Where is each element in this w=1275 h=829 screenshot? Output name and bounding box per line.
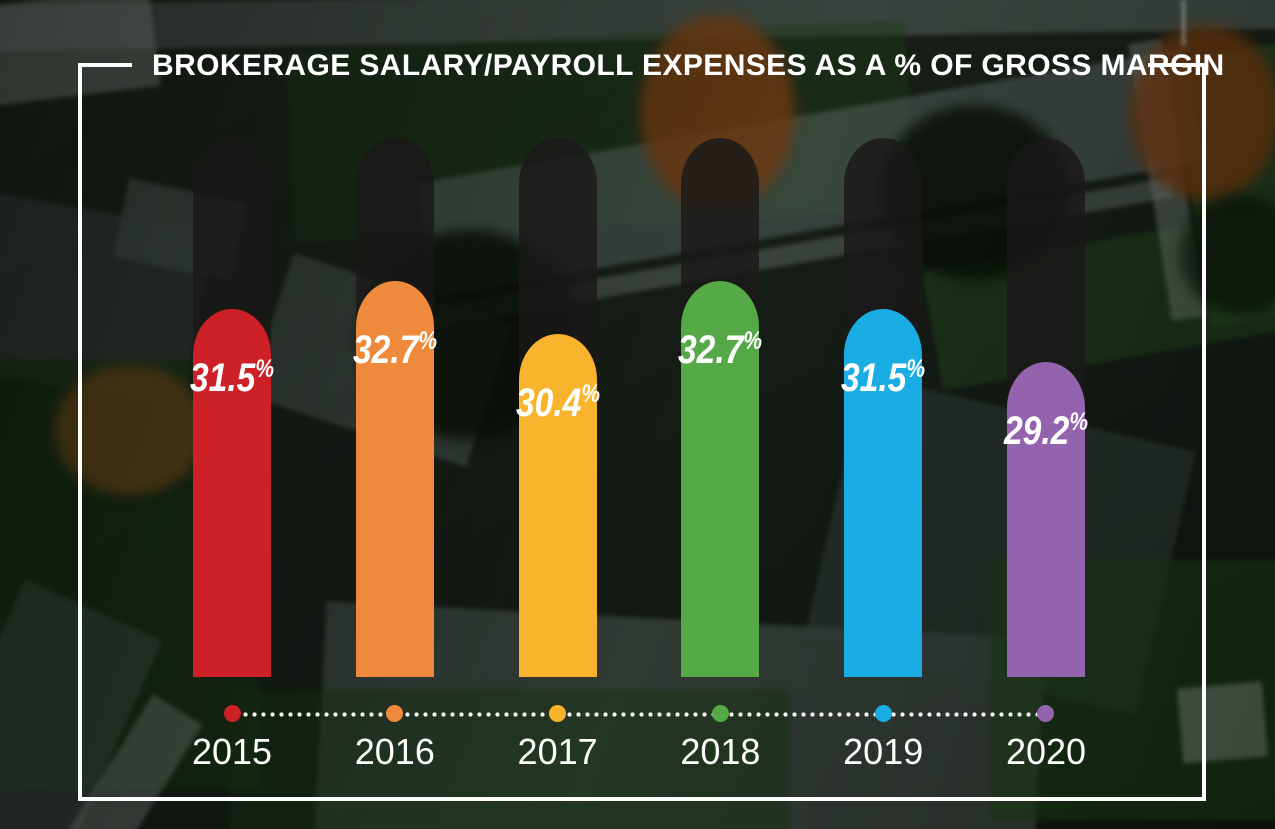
bar-2015: 31.5% [190, 309, 274, 677]
timeline-dot-2015 [223, 705, 241, 722]
bar-column-2016: 32.7% [353, 138, 437, 677]
bar-2019: 31.5% [841, 309, 925, 677]
year-label-slot: 2016 [354, 731, 435, 773]
value-number: 31.5 [189, 356, 256, 400]
frame-border-right [1202, 63, 1206, 801]
value-label: 32.7% [353, 327, 437, 373]
year-label-2017: 2017 [517, 731, 598, 772]
bar-chart: 31.5% 32.7% 30.4% 32.7% 31.5% 29.2% [190, 138, 1088, 677]
frame-border-bottom [78, 797, 1206, 801]
percent-sign: % [418, 327, 437, 355]
value-number: 31.5 [841, 356, 907, 400]
timeline-dot-slot [844, 705, 922, 722]
value-number: 30.4 [515, 381, 581, 425]
timeline-dot-2018 [711, 705, 729, 722]
value-label: 31.5% [841, 355, 925, 401]
timeline-dots-row [193, 705, 1085, 722]
timeline-dot-2019 [874, 705, 892, 722]
year-label-slot: 2017 [517, 731, 598, 773]
value-number: 29.2 [1003, 409, 1070, 453]
year-label-slot: 2019 [843, 731, 924, 773]
frame-border-top-left-segment [78, 63, 132, 67]
bar-column-2020: 29.2% [1004, 138, 1088, 677]
year-label-slot: 2015 [191, 731, 273, 773]
year-label-2019: 2019 [843, 731, 924, 772]
bar-column-2015: 31.5% [190, 138, 274, 677]
percent-sign: % [743, 327, 763, 355]
percent-sign: % [255, 355, 275, 383]
bar-column-2019: 31.5% [841, 138, 925, 677]
value-label: 29.2% [1004, 408, 1088, 454]
value-label: 32.7% [678, 327, 762, 373]
value-number: 32.7 [352, 328, 419, 372]
timeline-dot-slot [681, 705, 759, 722]
year-label-2016: 2016 [354, 731, 435, 772]
timeline-dot-2016 [386, 705, 404, 722]
value-label: 31.5% [190, 355, 274, 401]
year-label-2020: 2020 [1005, 731, 1087, 772]
bar-2018: 32.7% [678, 281, 762, 677]
year-label-slot: 2020 [1005, 731, 1087, 773]
year-label-slot: 2018 [680, 731, 761, 773]
timeline-dot-2017 [549, 705, 567, 722]
timeline-dot-slot [356, 705, 434, 722]
value-number: 32.7 [678, 328, 744, 372]
timeline-dot-2020 [1037, 705, 1055, 722]
value-label: 30.4% [516, 380, 600, 426]
bar-2017: 30.4% [516, 334, 600, 677]
percent-sign: % [580, 380, 600, 408]
frame-border-left [78, 63, 82, 801]
timeline-dotted-line [232, 712, 1046, 717]
percent-sign: % [1069, 408, 1089, 436]
bar-column-2017: 30.4% [516, 138, 600, 677]
x-axis-year-labels: 2015 2016 2017 2018 2019 2020 [191, 731, 1087, 773]
timeline-dot-slot [1007, 705, 1085, 722]
percent-sign: % [906, 355, 926, 383]
chart-title: BROKERAGE SALARY/PAYROLL EXPENSES AS A %… [152, 49, 1225, 82]
year-label-2015: 2015 [191, 731, 273, 772]
bar-2016: 32.7% [353, 281, 437, 677]
bar-column-2018: 32.7% [678, 138, 762, 677]
timeline-dot-slot [193, 705, 271, 722]
frame-border-top-right-segment [1148, 63, 1206, 67]
year-label-2018: 2018 [680, 731, 761, 772]
timeline-dot-slot [519, 705, 597, 722]
bar-2020: 29.2% [1004, 362, 1088, 677]
